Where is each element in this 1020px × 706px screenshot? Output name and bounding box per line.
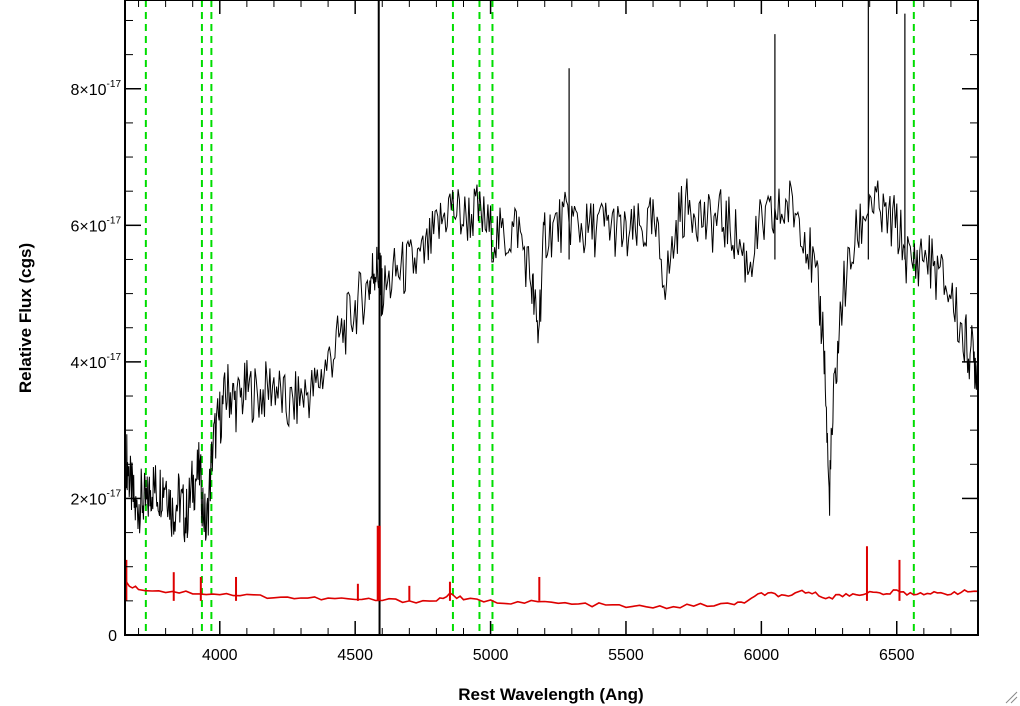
resize-grip-icon[interactable] [1004, 690, 1018, 704]
y-axis-title: Relative Flux (cgs) [16, 243, 35, 393]
y-axis-ticks: 0 2×10-17 4×10-17 6×10-17 8×10-17 [71, 19, 978, 645]
x-tick-label-0: 4000 [202, 647, 238, 664]
spectrum-series-line [125, 178, 979, 543]
x-tick-label-4: 6000 [744, 647, 780, 664]
series-layer [125, 0, 979, 635]
x-axis-title: Rest Wavelength (Ang) [458, 685, 643, 704]
x-tick-label-2: 5000 [473, 647, 509, 664]
x-axis-ticks: 4000 4500 5000 5500 6000 6500 [138, 0, 979, 664]
y-tick-label-4: 8×10-17 [71, 79, 122, 99]
x-tick-label-3: 5500 [608, 647, 644, 664]
y-tick-label-3: 6×10-17 [71, 215, 122, 235]
plot-frame [124, 0, 979, 636]
reference-lines [144, 0, 915, 635]
y-tick-label-0: 0 [108, 628, 117, 645]
error-series-line [125, 581, 979, 610]
x-tick-label-1: 4500 [337, 647, 373, 664]
y-tick-label-1: 2×10-17 [71, 488, 122, 508]
x-tick-label-5: 6500 [879, 647, 915, 664]
y-tick-label-2: 4×10-17 [71, 352, 122, 372]
